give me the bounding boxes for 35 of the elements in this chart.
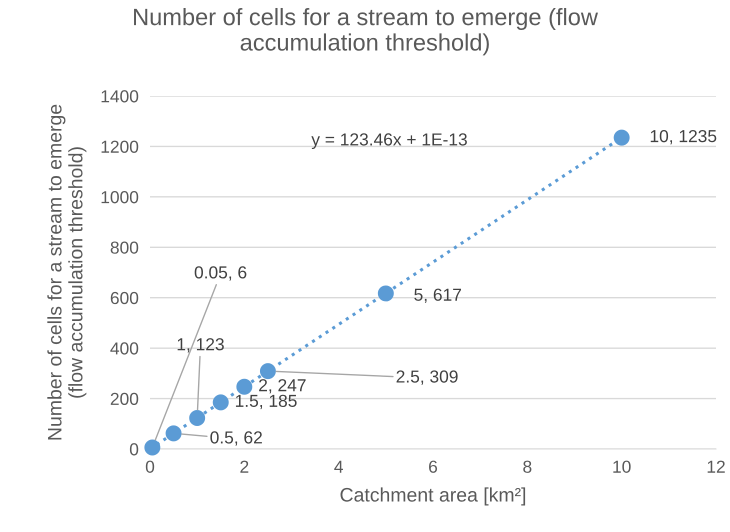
point [236, 378, 252, 395]
x-tick-label: 2 [240, 460, 248, 473]
point [144, 440, 160, 456]
x-tick-label: 4 [334, 460, 343, 473]
x-tick-label: 6 [429, 460, 438, 473]
data-label: 10, 1235 [650, 130, 716, 144]
x-tick-label: 10 [613, 460, 631, 473]
annotation: y = 123.46x + 1E-13 [311, 133, 467, 150]
y-tick-label: 0 [130, 443, 138, 456]
data-label: 0.05, 6 [194, 266, 246, 281]
point [260, 363, 276, 380]
point [378, 285, 394, 302]
y-tick-label: 600 [110, 292, 138, 304]
y-tick-label: 400 [110, 342, 138, 355]
point [614, 130, 630, 146]
x-tick-label: 8 [523, 460, 532, 473]
point [212, 394, 229, 410]
point [166, 425, 182, 442]
x-axis-title: Catchment area [km²] [340, 487, 526, 506]
x-tick-label: 0 [146, 460, 154, 473]
y-tick-label: 200 [110, 392, 138, 406]
chart-title: Number of cells for a stream to emerge (flow accumulation threshold) [134, 8, 598, 56]
data-label: 1.5, 185 [236, 394, 297, 410]
data-label: 5, 617 [414, 288, 462, 303]
y-tick-label: 1200 [102, 140, 138, 153]
y-tick-label: 1400 [102, 90, 138, 102]
data-label: 1, 123 [178, 338, 224, 352]
y-tick-label: 800 [110, 241, 138, 254]
y-tick-label: 1000 [102, 191, 138, 204]
y-axis-title: Number of cells for a stream to emerge (flow accumulation threshold) [47, 104, 86, 440]
data-label: 2.5, 309 [396, 370, 458, 385]
x-tick-label: 12 [708, 460, 725, 473]
point [189, 410, 206, 426]
data-label: 2, 247 [259, 379, 306, 394]
data-label: 0.5, 62 [210, 431, 262, 446]
